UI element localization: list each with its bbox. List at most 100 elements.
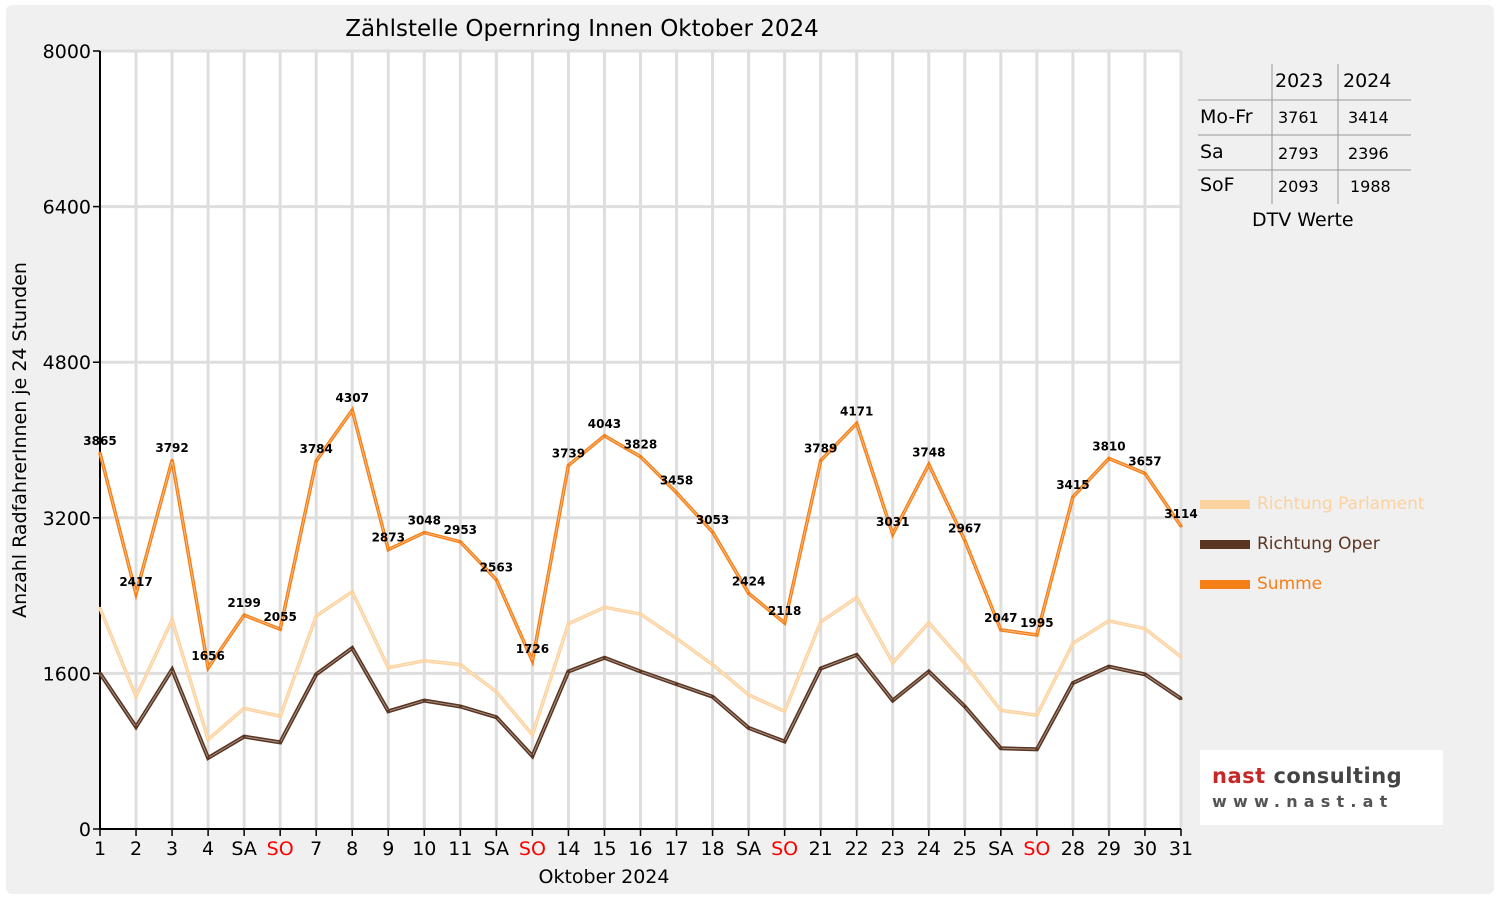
data-point xyxy=(530,733,534,737)
x-tick-label: 3 xyxy=(166,838,178,860)
y-tick-label: 4800 xyxy=(43,352,91,374)
data-point xyxy=(819,620,823,624)
data-point xyxy=(242,735,246,739)
x-tick-label: 23 xyxy=(881,838,905,860)
data-point xyxy=(963,662,967,666)
data-point xyxy=(819,459,823,463)
data-label: 4043 xyxy=(588,417,621,431)
legend-label-summe: Summe xyxy=(1257,574,1323,594)
data-label: 2953 xyxy=(444,523,477,537)
data-point xyxy=(639,612,642,616)
dtv-header-2024: 2024 xyxy=(1343,70,1392,92)
data-point xyxy=(963,704,967,708)
data-point xyxy=(386,709,390,713)
x-tick-label: 25 xyxy=(953,838,977,860)
data-label: 1726 xyxy=(516,642,549,656)
data-point xyxy=(711,530,715,534)
data-label: 3784 xyxy=(299,442,332,456)
x-tick-label: 28 xyxy=(1061,838,1085,860)
legend-swatch-oper xyxy=(1200,540,1250,549)
logo-url: www.nast.at xyxy=(1212,792,1394,811)
data-label: 1656 xyxy=(191,649,224,663)
x-tick-label: 22 xyxy=(845,838,869,860)
data-point xyxy=(206,738,210,742)
data-point xyxy=(530,754,534,758)
data-point xyxy=(1107,619,1111,623)
data-label: 3789 xyxy=(804,442,837,456)
x-tick-label: SO xyxy=(519,838,546,860)
data-point xyxy=(1035,747,1039,751)
legend-swatch-summe xyxy=(1200,580,1250,589)
data-point xyxy=(422,659,426,663)
data-label: 3739 xyxy=(552,446,585,460)
data-point xyxy=(422,531,426,535)
data-label: 3458 xyxy=(660,474,693,488)
data-point xyxy=(927,463,931,467)
data-point xyxy=(783,739,787,743)
data-label: 3810 xyxy=(1092,439,1125,453)
data-point xyxy=(206,666,210,670)
data-label: 3657 xyxy=(1128,454,1161,468)
data-point xyxy=(1179,655,1183,659)
data-label: 2563 xyxy=(480,561,513,575)
legend-swatch-parlament xyxy=(1200,500,1250,509)
data-point xyxy=(458,663,462,667)
data-label: 3748 xyxy=(912,446,945,460)
data-point xyxy=(711,695,715,699)
x-tick-label: 8 xyxy=(346,838,358,860)
data-point xyxy=(98,606,102,610)
data-point xyxy=(494,690,498,694)
data-point xyxy=(602,434,606,438)
grid xyxy=(100,49,1183,829)
y-axis-title: Anzahl RadfahrerInnen je 24 Stunden xyxy=(9,262,31,618)
x-tick-label: 18 xyxy=(700,838,724,860)
data-point xyxy=(170,668,174,672)
x-tick-label: SO xyxy=(267,838,294,860)
data-point xyxy=(98,451,102,455)
data-point xyxy=(855,596,859,600)
data-point xyxy=(783,709,787,713)
data-point xyxy=(350,408,354,412)
data-point xyxy=(530,659,534,663)
data-point xyxy=(566,622,570,626)
data-point xyxy=(494,578,498,582)
x-tick-label: 9 xyxy=(382,838,394,860)
data-point xyxy=(747,693,751,697)
data-point xyxy=(422,699,426,703)
data-point xyxy=(314,614,318,618)
data-point xyxy=(855,653,859,657)
data-point xyxy=(1107,456,1111,460)
data-point xyxy=(927,621,931,625)
x-tick-label: 4 xyxy=(202,838,214,860)
x-tick-label: 2 xyxy=(130,838,142,860)
data-point xyxy=(639,455,642,459)
data-point xyxy=(855,421,859,425)
x-tick-label: 11 xyxy=(448,838,472,860)
y-tick-label: 6400 xyxy=(43,197,91,219)
data-point xyxy=(134,592,138,596)
dtv-row-mofr-2024: 3414 xyxy=(1348,108,1389,127)
data-point xyxy=(386,548,390,552)
data-label: 2424 xyxy=(732,574,765,588)
data-point xyxy=(639,669,642,673)
data-point xyxy=(891,661,895,665)
data-point xyxy=(747,591,751,595)
data-point xyxy=(278,627,282,631)
data-point xyxy=(1179,524,1183,528)
data-point xyxy=(1071,495,1075,499)
data-point xyxy=(1071,641,1075,645)
legend-label-parlament: Richtung Parlament xyxy=(1257,494,1425,514)
y-tick-label: 1600 xyxy=(43,663,91,685)
data-point xyxy=(242,613,246,617)
data-label: 2417 xyxy=(119,575,152,589)
data-point xyxy=(999,708,1003,712)
data-point xyxy=(314,459,318,463)
data-point xyxy=(1035,713,1039,717)
data-point xyxy=(711,663,715,667)
data-point xyxy=(170,618,174,622)
data-label: 2967 xyxy=(948,521,981,535)
data-point xyxy=(242,706,246,710)
data-label: 3031 xyxy=(876,515,909,529)
